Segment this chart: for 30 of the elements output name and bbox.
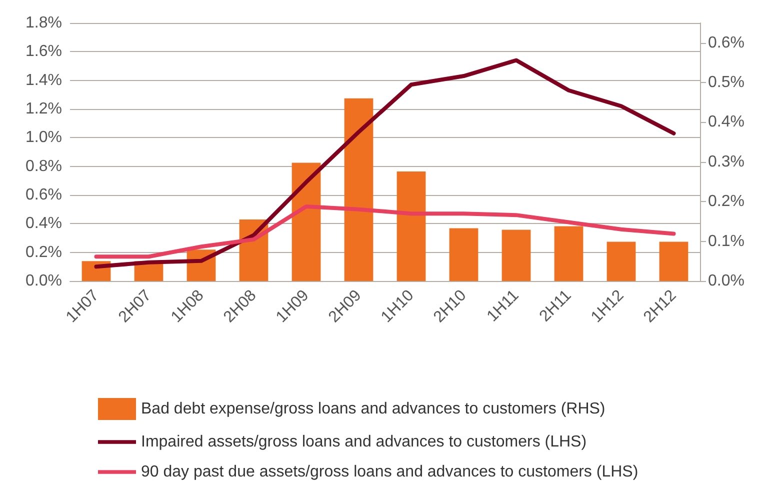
bar [449, 228, 478, 281]
y2-tick-label: 0.0% [708, 272, 744, 290]
bar [606, 242, 636, 281]
y-tick-label: 1.4% [26, 72, 62, 89]
line-series [94, 58, 676, 269]
legend-label: Impaired assets/gross loans and advances to customers (LHS) [141, 434, 587, 450]
legend-label: Bad debt expense/gross loans and advances to customers (RHS) [141, 400, 606, 418]
bar [396, 171, 426, 281]
y-tick-label: 0.2% [26, 244, 62, 261]
legend-label: 90 day past due assets/gross loans and advances to customers (LHS) [141, 464, 638, 480]
y2-tick-label: 0.3% [708, 153, 744, 170]
y-tick-label: 1.6% [26, 43, 62, 60]
bar [292, 162, 321, 281]
y2-tick-label: 0.2% [708, 193, 744, 210]
y-tick-label: 0.8% [26, 158, 62, 175]
bar [554, 226, 584, 281]
y-tick-label: 1.8% [26, 14, 62, 32]
y-tick-label: 1.2% [26, 100, 62, 118]
y2-tick-label: 0.1% [708, 232, 744, 250]
y2-tick-label: 0.5% [708, 74, 744, 92]
line-series [94, 204, 676, 259]
bar [659, 242, 688, 281]
bar [344, 98, 374, 281]
y-tick-label: 0.0% [26, 272, 62, 290]
y-tick-label: 0.4% [26, 215, 62, 232]
y-tick-label: 1.0% [26, 129, 62, 146]
y2-tick-label: 0.4% [708, 114, 744, 131]
bar [502, 230, 531, 281]
y2-tick-label: 0.6% [708, 34, 744, 52]
y-tick-label: 0.6% [26, 186, 62, 204]
